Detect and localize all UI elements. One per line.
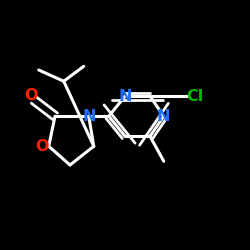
- Text: O: O: [36, 139, 49, 154]
- Text: Cl: Cl: [186, 89, 204, 104]
- Text: N: N: [118, 89, 132, 104]
- Text: O: O: [24, 88, 38, 102]
- Text: N: N: [82, 109, 96, 124]
- Text: N: N: [157, 109, 170, 124]
